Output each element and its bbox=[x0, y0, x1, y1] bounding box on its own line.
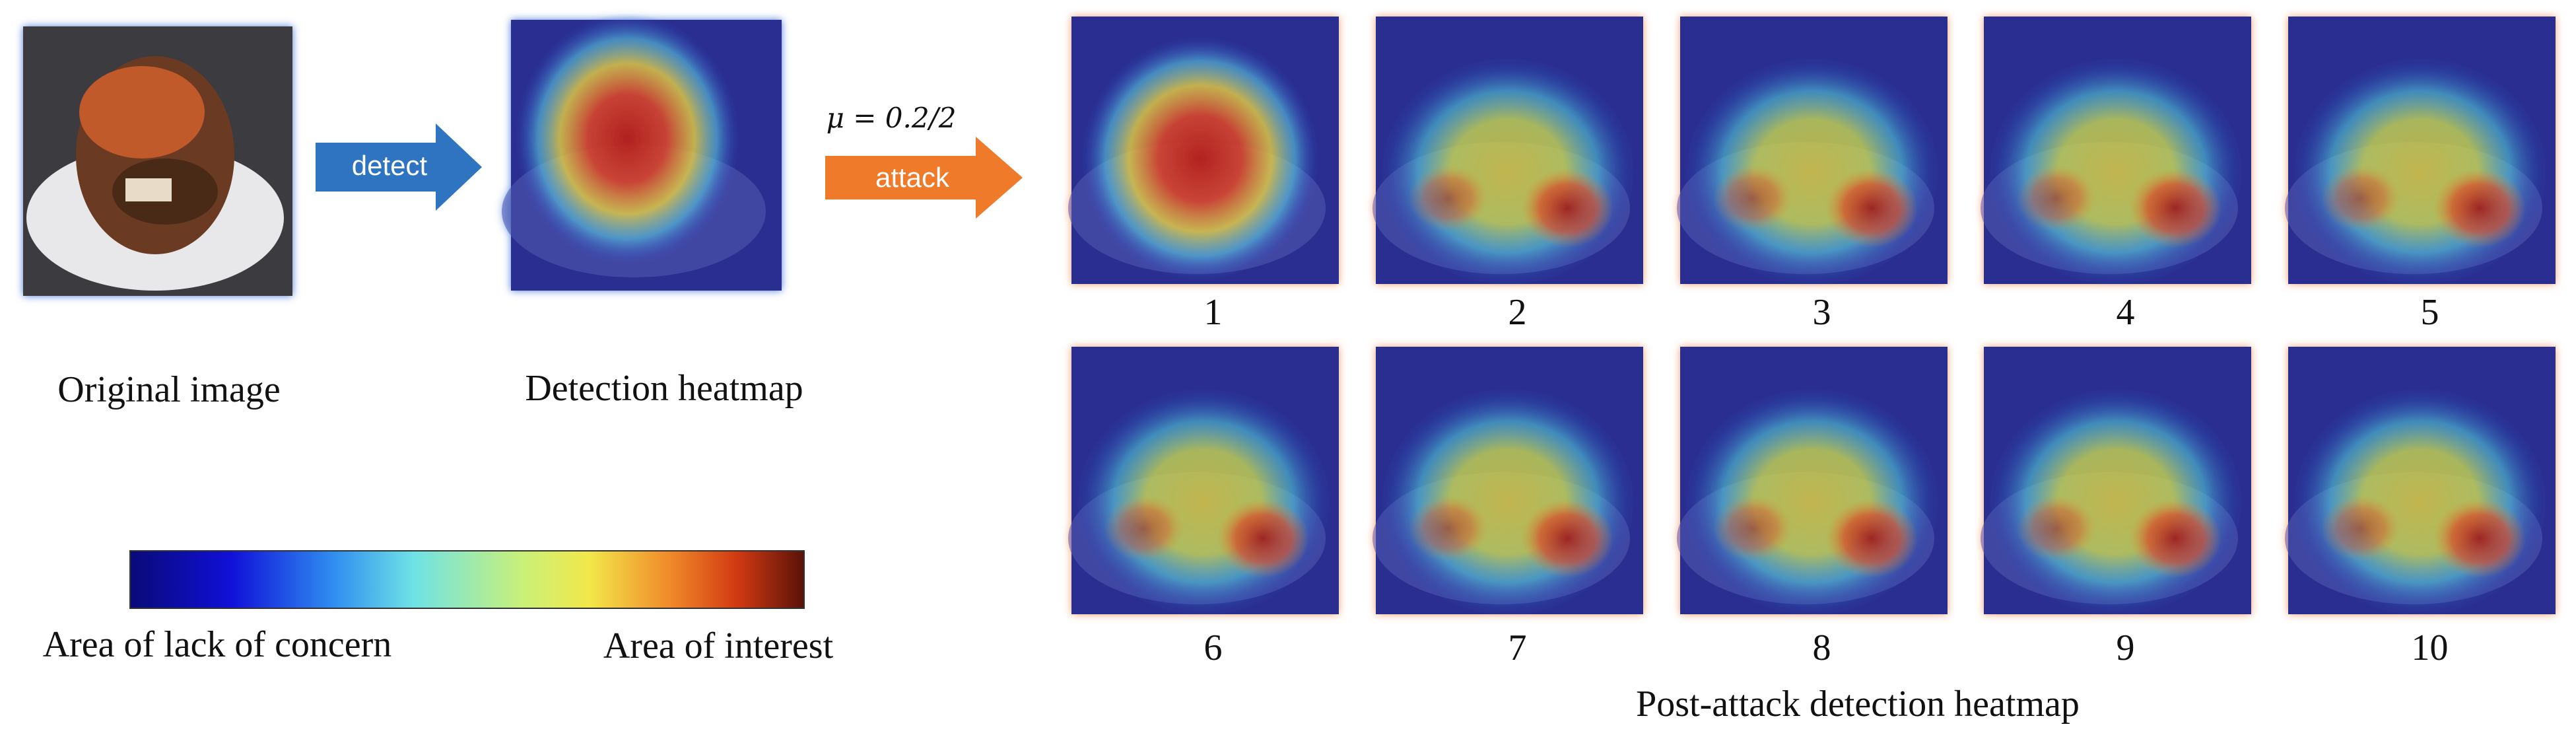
heat-spot bbox=[2433, 168, 2526, 248]
heat-spot bbox=[2017, 495, 2096, 561]
heat-region bbox=[1075, 386, 1332, 618]
heatmap-tile bbox=[1373, 347, 1643, 618]
tile-number: 4 bbox=[2117, 292, 2135, 333]
heatmap-tile bbox=[2285, 347, 2556, 618]
heat-spot bbox=[1409, 495, 1488, 561]
original-image bbox=[23, 26, 292, 296]
tile-number: 6 bbox=[1204, 627, 1223, 668]
heat-spot bbox=[1409, 165, 1488, 231]
heat-spot bbox=[1217, 499, 1309, 578]
heatmap-tile bbox=[1981, 17, 2251, 287]
tile-number: 1 bbox=[1204, 292, 1223, 333]
heat-spot bbox=[2321, 495, 2400, 561]
tile-number: 2 bbox=[1508, 292, 1527, 333]
heat-spot bbox=[2433, 499, 2526, 578]
tile-number: 10 bbox=[2412, 627, 2449, 668]
heat-spot bbox=[1521, 168, 1613, 248]
heatmap-tile bbox=[1981, 347, 2251, 618]
tile-number: 8 bbox=[1813, 627, 1831, 668]
heat-spot bbox=[2017, 165, 2096, 231]
heatmap-tile bbox=[1677, 347, 1948, 618]
original-label: Original image bbox=[57, 369, 280, 410]
heatmap-tile bbox=[1068, 17, 1339, 284]
heat-spot bbox=[1104, 495, 1184, 561]
heat-spot bbox=[2129, 168, 2221, 248]
colorbar bbox=[129, 550, 805, 609]
heat-region bbox=[1683, 386, 1941, 618]
detection-heatmap bbox=[502, 13, 782, 291]
tile-number: 3 bbox=[1813, 292, 1831, 333]
heatmap-tile bbox=[2285, 17, 2556, 287]
heat-spot bbox=[2321, 165, 2400, 231]
heat-spot bbox=[1713, 165, 1792, 231]
heat-region bbox=[2291, 386, 2549, 618]
heatmap-tile bbox=[1068, 347, 1339, 618]
heat-region bbox=[1379, 56, 1637, 287]
detection-label: Detection heatmap bbox=[525, 368, 803, 409]
heat-region bbox=[1379, 386, 1637, 618]
heat-spot bbox=[1825, 499, 1918, 578]
colorbar-high-label: Area of interest bbox=[603, 625, 834, 666]
post-attack-caption: Post-attack detection heatmap bbox=[1636, 684, 2080, 725]
heat-region bbox=[1081, 36, 1319, 281]
detect-arrow: detect bbox=[316, 124, 482, 211]
heat-spot bbox=[2129, 499, 2221, 578]
attack-arrow: attack bbox=[825, 137, 1023, 219]
heat-region bbox=[1987, 56, 2245, 287]
heat-region bbox=[1683, 56, 1941, 287]
tile-number: 7 bbox=[1508, 627, 1527, 668]
heatmap-tile bbox=[1373, 17, 1643, 287]
colorbar-low-label: Area of lack of concern bbox=[43, 624, 392, 665]
heat-spot bbox=[1713, 495, 1792, 561]
heat-spot bbox=[1521, 499, 1613, 578]
tile-number: 5 bbox=[2421, 292, 2439, 333]
detect-label: detect bbox=[352, 150, 428, 181]
tile-number: 9 bbox=[2117, 627, 2135, 668]
heat-spot bbox=[1825, 168, 1918, 248]
attack-label: attack bbox=[875, 162, 950, 193]
heatmap-tile bbox=[1677, 17, 1948, 287]
heat-region bbox=[1987, 386, 2245, 618]
post-attack-grid: 1 2 3 4 5 6 7 8 9 10 bbox=[1068, 17, 2556, 668]
attack-param: μ = 0.2/2 bbox=[827, 102, 957, 134]
heat-region bbox=[2291, 56, 2549, 287]
